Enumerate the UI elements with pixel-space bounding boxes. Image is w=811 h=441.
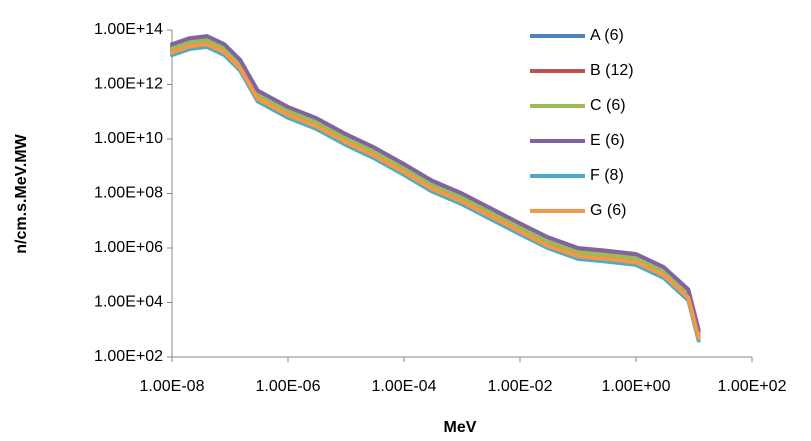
legend-label: G (6): [590, 202, 626, 219]
y-tick-label: 1.00E+12: [94, 76, 163, 93]
series-line: [170, 38, 701, 336]
series-line: [170, 42, 701, 340]
legend-label: A (6): [590, 27, 624, 44]
y-tick-label: 1.00E+14: [94, 21, 163, 38]
y-tick-label: 1.00E+02: [94, 348, 163, 365]
legend-label: C (6): [590, 97, 626, 114]
x-tick-label: 1.00E-08: [140, 378, 205, 395]
x-tick-label: 1.00E-06: [256, 378, 321, 395]
y-tick-label: 1.00E+04: [94, 294, 163, 311]
y-tick-label: 1.00E+10: [94, 130, 163, 147]
y-tick-label: 1.00E+08: [94, 185, 163, 202]
x-tick-label: 1.00E+00: [602, 378, 671, 395]
x-tick-label: 1.00E-02: [488, 378, 553, 395]
x-tick-label: 1.00E-04: [372, 378, 437, 395]
legend-label: F (8): [590, 167, 624, 184]
y-axis-title: n/cm.s.MeV.MW: [13, 133, 30, 253]
legend-label: B (12): [590, 62, 634, 79]
x-tick-label: 1.00E+02: [718, 378, 787, 395]
series-line: [170, 34, 701, 332]
legend-label: E (6): [590, 132, 625, 149]
y-tick-label: 1.00E+06: [94, 239, 163, 256]
x-axis-title: MeV: [444, 419, 477, 436]
